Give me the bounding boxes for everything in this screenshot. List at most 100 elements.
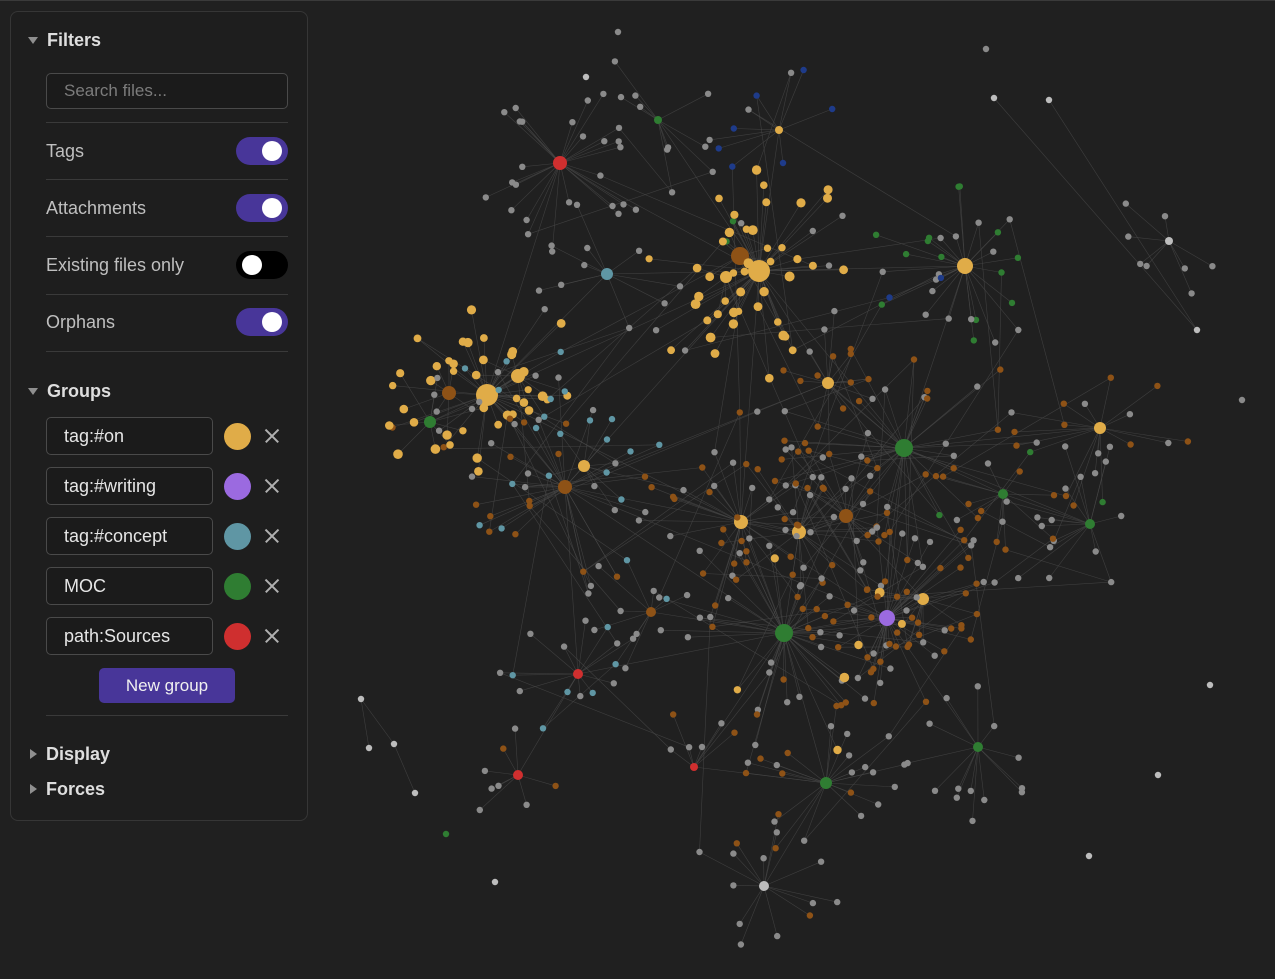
node-tag-concept[interactable] (656, 441, 663, 448)
node[interactable] (885, 733, 892, 740)
node[interactable] (844, 730, 851, 738)
node-orange[interactable] (914, 619, 922, 626)
node[interactable] (867, 472, 874, 479)
node-orange[interactable] (847, 789, 855, 796)
node[interactable] (766, 669, 773, 676)
node-tag-on[interactable] (479, 403, 489, 413)
node-tag-on[interactable] (735, 307, 743, 315)
node-orange[interactable] (699, 464, 706, 471)
node-tag-on[interactable] (724, 227, 735, 238)
node[interactable] (950, 452, 957, 459)
node[interactable] (831, 307, 838, 315)
node[interactable] (684, 634, 692, 641)
node[interactable] (827, 723, 835, 730)
node-tag-on[interactable] (808, 261, 817, 270)
node[interactable] (508, 207, 515, 214)
node[interactable] (788, 444, 795, 451)
node[interactable] (999, 518, 1006, 525)
node-orange[interactable] (883, 509, 891, 517)
node[interactable] (774, 504, 781, 511)
node[interactable] (807, 529, 814, 536)
node-tag-on[interactable] (760, 181, 768, 189)
node[interactable] (495, 782, 502, 789)
node[interactable] (869, 528, 876, 535)
node[interactable] (434, 374, 441, 382)
node[interactable] (617, 607, 624, 615)
node-orange[interactable] (1127, 441, 1134, 448)
node-orange[interactable] (881, 531, 888, 539)
node[interactable] (601, 138, 608, 145)
node-tag-on[interactable] (743, 258, 754, 269)
node[interactable] (541, 306, 548, 313)
node-orange[interactable] (939, 473, 947, 480)
node-moc[interactable] (1099, 498, 1106, 506)
node-orange[interactable] (753, 711, 761, 718)
filters-section-header[interactable]: Filters (11, 28, 101, 52)
node-tag-concept[interactable] (604, 623, 611, 631)
node-tag-on[interactable] (733, 686, 742, 694)
node-tag-on[interactable] (839, 265, 848, 275)
node-moc[interactable] (654, 116, 662, 124)
node[interactable] (931, 787, 939, 794)
node[interactable] (611, 58, 619, 65)
node-orange[interactable] (779, 770, 786, 777)
node-orange[interactable] (874, 464, 881, 472)
node-light[interactable] (1193, 326, 1201, 334)
node-tag-on[interactable] (753, 302, 763, 311)
node-moc[interactable] (938, 253, 945, 261)
node-moc[interactable] (442, 830, 450, 838)
node[interactable] (745, 106, 752, 113)
node[interactable] (597, 172, 604, 179)
node[interactable] (809, 227, 816, 235)
node-tag-concept[interactable] (498, 525, 505, 532)
node-blue[interactable] (829, 105, 836, 113)
node[interactable] (560, 643, 568, 650)
node-orange[interactable] (924, 387, 931, 395)
node-tag-concept[interactable] (623, 557, 631, 564)
node-tag-concept[interactable] (545, 472, 553, 479)
node-orange[interactable] (670, 711, 677, 718)
node[interactable] (970, 537, 977, 544)
node-moc[interactable] (1008, 299, 1016, 307)
node[interactable] (650, 587, 657, 595)
node[interactable] (642, 508, 649, 516)
node[interactable] (937, 234, 944, 242)
node[interactable] (861, 695, 869, 702)
node[interactable] (711, 449, 718, 456)
node[interactable] (1188, 290, 1195, 297)
node[interactable] (796, 693, 803, 700)
close-icon[interactable] (260, 524, 284, 548)
node-orange[interactable] (718, 539, 725, 547)
node[interactable] (626, 324, 633, 332)
node-orange[interactable] (1002, 546, 1009, 553)
node[interactable] (860, 559, 867, 566)
node-tag-on[interactable] (778, 244, 786, 252)
node[interactable] (981, 796, 988, 804)
node[interactable] (468, 405, 476, 413)
node[interactable] (760, 855, 767, 862)
node-orange[interactable] (562, 420, 570, 427)
node-moc[interactable] (878, 301, 885, 308)
node[interactable] (615, 210, 622, 217)
node-tag-concept[interactable] (589, 689, 596, 697)
node-orange[interactable] (797, 377, 804, 385)
node-tag-on[interactable] (705, 332, 716, 343)
node-tag-on[interactable] (690, 299, 701, 309)
node[interactable] (953, 794, 960, 801)
node[interactable] (782, 482, 789, 489)
node-orange[interactable] (961, 537, 968, 544)
node-orange[interactable] (866, 488, 874, 495)
node[interactable] (482, 194, 489, 201)
node[interactable] (516, 687, 523, 695)
node[interactable] (887, 665, 894, 672)
node-orange[interactable] (957, 526, 964, 533)
node-tag-on[interactable] (775, 126, 783, 134)
node-orange[interactable] (833, 702, 840, 710)
node[interactable] (809, 899, 817, 907)
node-orange[interactable] (932, 472, 940, 480)
node-blue[interactable] (753, 92, 760, 99)
node[interactable] (1165, 439, 1172, 447)
node-moc[interactable] (955, 183, 962, 190)
node[interactable] (611, 506, 618, 514)
node-light[interactable] (1165, 237, 1173, 245)
